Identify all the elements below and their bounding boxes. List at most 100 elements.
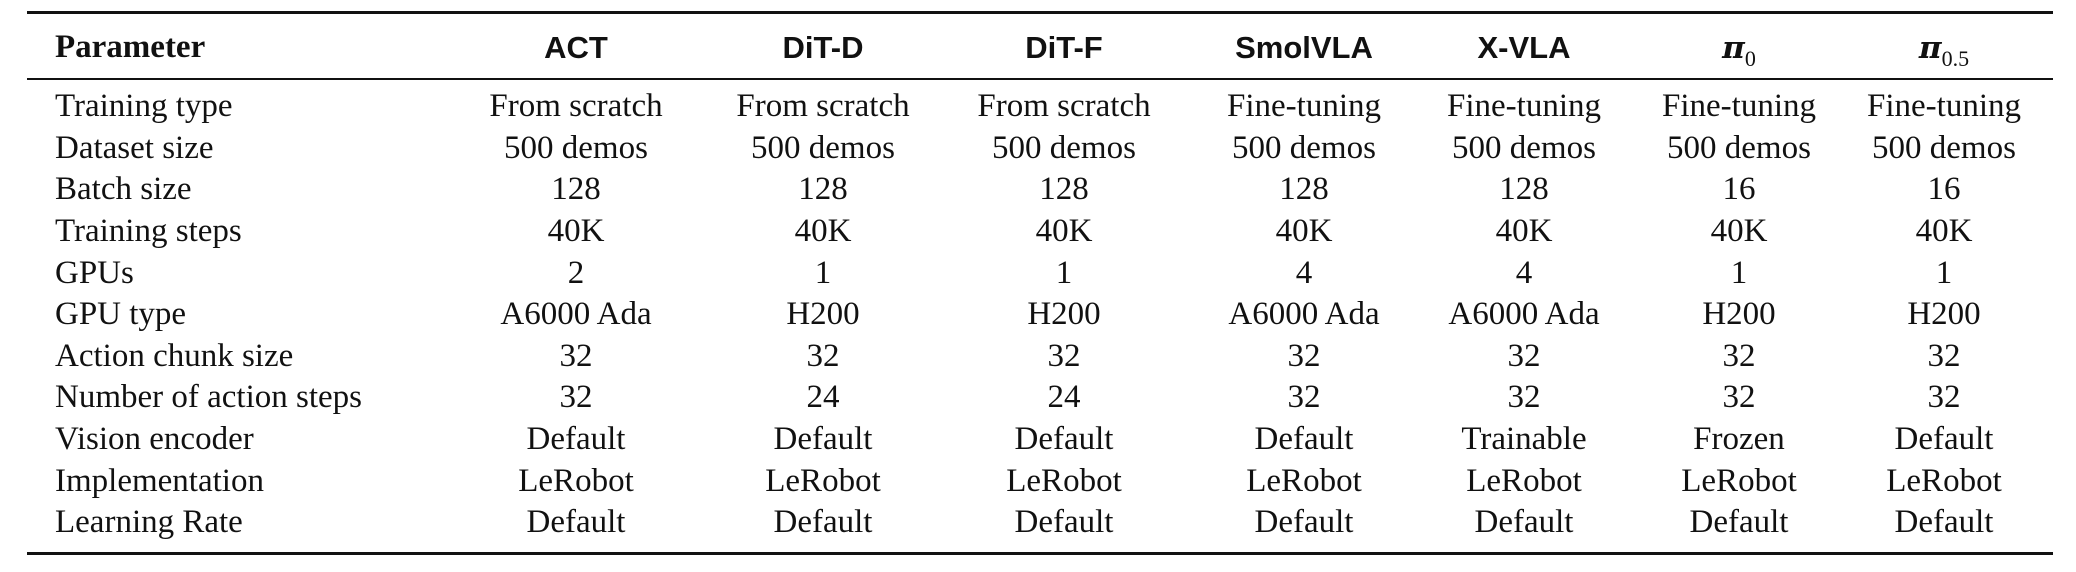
table-cell: A6000 Ada bbox=[1448, 296, 1600, 333]
table-cell: LeRobot bbox=[1246, 462, 1362, 499]
header-row: Parameter ACT DiT-D DiT-F SmolVLA X-VLA … bbox=[27, 14, 2053, 71]
table-cell: 24 bbox=[806, 379, 840, 416]
table-cell: Default bbox=[773, 504, 873, 541]
table-cell: 32 bbox=[1507, 379, 1541, 416]
table-cell: Fine-tuning bbox=[1447, 88, 1601, 125]
table-cell: From scratch bbox=[489, 88, 663, 125]
table-cell: 500 demos bbox=[992, 129, 1136, 166]
table-cell: 1 bbox=[1730, 254, 1748, 291]
table-row: Learning Rate Default Default Default Defaul… bbox=[27, 502, 2053, 544]
table-cell: H200 bbox=[1702, 296, 1776, 333]
row-label: Training steps bbox=[55, 213, 242, 250]
table-row: Action chunk size 32 32 32 32 32 32 32 bbox=[27, 336, 2053, 378]
table-cell: 32 bbox=[559, 379, 593, 416]
table: Parameter ACT DiT-D DiT-F SmolVLA X-VLA … bbox=[27, 14, 2053, 544]
table-cell: 32 bbox=[1507, 337, 1541, 374]
table-cell: H200 bbox=[786, 296, 860, 333]
table-cell: 24 bbox=[1047, 379, 1081, 416]
row-label: GPUs bbox=[55, 254, 134, 291]
table-cell: A6000 Ada bbox=[500, 296, 652, 333]
table-cell: 128 bbox=[1039, 171, 1089, 208]
table-row: Implementation LeRobot LeRobot LeRobot LeRob… bbox=[27, 460, 2053, 502]
table-cell: 128 bbox=[551, 171, 601, 208]
row-label: Action chunk size bbox=[55, 337, 294, 374]
table-cell: LeRobot bbox=[1681, 462, 1797, 499]
table-cell: Default bbox=[1254, 421, 1354, 458]
header-pi05-symbol: π bbox=[1918, 30, 1942, 66]
table-cell: 1 bbox=[1935, 254, 1953, 291]
table-body: Training type From scratch From scratch Fro… bbox=[27, 86, 2053, 544]
table-cell: 32 bbox=[806, 337, 840, 374]
table-cell: 40K bbox=[1035, 213, 1093, 250]
header-pi0-symbol: π bbox=[1722, 30, 1745, 66]
table-cell: 500 demos bbox=[1452, 129, 1596, 166]
table-row: Dataset size 500 demos 500 demos 500 demos 5… bbox=[27, 128, 2053, 170]
header-pi0-subscript: 0 bbox=[1744, 46, 1756, 71]
table-cell: LeRobot bbox=[518, 462, 634, 499]
header-smolvla: SmolVLA bbox=[1235, 30, 1373, 65]
table-row: Training type From scratch From scratch Fro… bbox=[27, 86, 2053, 128]
table-cell: Default bbox=[526, 504, 626, 541]
header-dit-f: DiT-F bbox=[1025, 30, 1103, 65]
row-label: Training type bbox=[55, 88, 233, 125]
table-cell: 500 demos bbox=[504, 129, 648, 166]
table-cell: Trainable bbox=[1461, 421, 1587, 458]
table-cell: 32 bbox=[1722, 379, 1756, 416]
row-label: Number of action steps bbox=[55, 379, 363, 416]
table-row: Vision encoder Default Default Default Defau… bbox=[27, 419, 2053, 461]
table-cell: From scratch bbox=[736, 88, 910, 125]
table-cell: Frozen bbox=[1693, 421, 1785, 458]
header-dit-d: DiT-D bbox=[782, 30, 864, 65]
header-pi05-subscript: 0.5 bbox=[1941, 46, 1970, 71]
table-top-rule bbox=[27, 11, 2053, 14]
table-cell: 128 bbox=[1499, 171, 1549, 208]
header-x-vla: X-VLA bbox=[1477, 30, 1571, 65]
table-cell: 16 bbox=[1927, 171, 1961, 208]
table-row: Number of action steps 32 24 24 32 32 32 32 bbox=[27, 377, 2053, 419]
table-cell: 1 bbox=[814, 254, 832, 291]
table-cell: 40K bbox=[1915, 213, 1973, 250]
table-cell: 1 bbox=[1055, 254, 1073, 291]
table-cell: Default bbox=[526, 421, 626, 458]
table-cell: 128 bbox=[1279, 171, 1329, 208]
table-cell: Default bbox=[1894, 421, 1994, 458]
table-cell: 500 demos bbox=[751, 129, 895, 166]
table-cell: Default bbox=[1014, 504, 1114, 541]
table-cell: Default bbox=[1689, 504, 1789, 541]
table-cell: Fine-tuning bbox=[1662, 88, 1816, 125]
row-label: Learning Rate bbox=[55, 504, 243, 541]
table-row: Training steps 40K 40K 40K 40K 40K 40K 40K bbox=[27, 211, 2053, 253]
table-cell: 4 bbox=[1295, 254, 1313, 291]
table-mid-rule bbox=[27, 78, 2053, 80]
table-cell: A6000 Ada bbox=[1228, 296, 1380, 333]
table-cell: Default bbox=[1894, 504, 1994, 541]
table-cell: 500 demos bbox=[1667, 129, 1811, 166]
table-cell: 2 bbox=[567, 254, 585, 291]
header-pi0: π0 bbox=[1643, 14, 1835, 71]
table-cell: 4 bbox=[1515, 254, 1533, 291]
header-pi05: π0.5 bbox=[1835, 14, 2053, 71]
header-act: ACT bbox=[544, 30, 608, 65]
table-cell: Default bbox=[773, 421, 873, 458]
table-cell: 32 bbox=[1287, 379, 1321, 416]
row-label: Vision encoder bbox=[55, 421, 254, 458]
table-cell: LeRobot bbox=[1886, 462, 2002, 499]
header-parameter: Parameter bbox=[55, 29, 206, 65]
table-cell: 32 bbox=[1927, 379, 1961, 416]
table-cell: 500 demos bbox=[1232, 129, 1376, 166]
hyperparameter-table: Parameter ACT DiT-D DiT-F SmolVLA X-VLA … bbox=[27, 11, 2053, 555]
row-label: Dataset size bbox=[55, 129, 214, 166]
table-header: Parameter ACT DiT-D DiT-F SmolVLA X-VLA … bbox=[27, 14, 2053, 71]
table-cell: 32 bbox=[1287, 337, 1321, 374]
table-cell: 32 bbox=[1927, 337, 1961, 374]
table-row: GPUs 2 1 1 4 4 1 1 bbox=[27, 252, 2053, 294]
table-cell: 32 bbox=[1722, 337, 1756, 374]
table-cell: From scratch bbox=[977, 88, 1151, 125]
table-cell: Default bbox=[1474, 504, 1574, 541]
table-cell: LeRobot bbox=[1006, 462, 1122, 499]
row-label: GPU type bbox=[55, 296, 187, 333]
table-cell: Default bbox=[1014, 421, 1114, 458]
table-row: Batch size 128 128 128 128 128 16 16 bbox=[27, 169, 2053, 211]
table-bottom-rule bbox=[27, 551, 2053, 555]
row-label: Batch size bbox=[55, 171, 192, 208]
